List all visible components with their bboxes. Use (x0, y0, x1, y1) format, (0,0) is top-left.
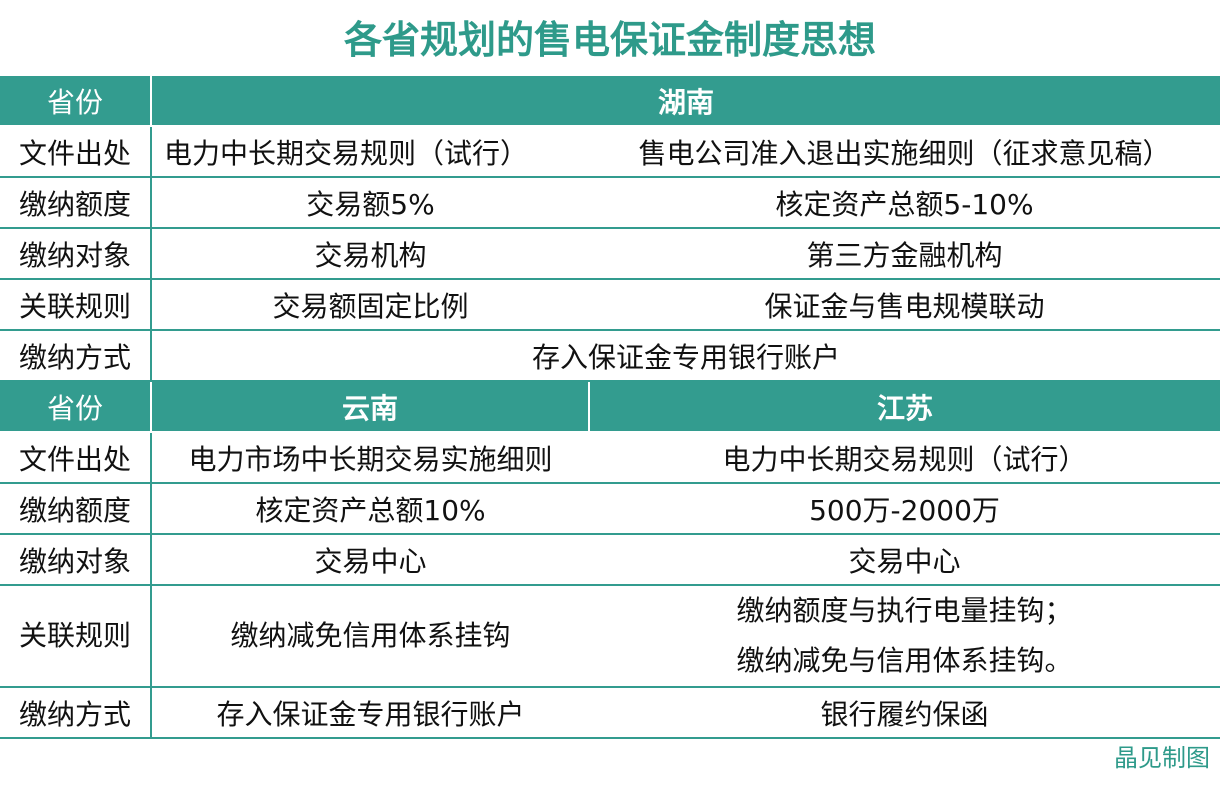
source-credit: 晶见制图 (1114, 744, 1210, 772)
cell: 核定资产总额10% (151, 483, 589, 535)
row-label: 缴纳方式 (0, 687, 152, 739)
table-row: 文件出处 电力中长期交易规则（试行） 售电公司准入退出实施细则（征求意见稿） (0, 126, 1220, 178)
province-hunan: 湖南 (151, 76, 1220, 127)
header-label: 省份 (0, 76, 152, 127)
cell: 交易中心 (151, 534, 589, 586)
table-row: 缴纳额度 交易额5% 核定资产总额5-10% (0, 177, 1220, 229)
cell-line: 缴纳额度与执行电量挂钩； (736, 594, 1073, 627)
row-label: 缴纳对象 (0, 228, 152, 280)
cell: 500万-2000万 (589, 483, 1220, 535)
page-title: 各省规划的售电保证金制度思想 (343, 18, 876, 62)
cell: 银行履约保函 (589, 687, 1220, 739)
table-row: 文件出处 电力市场中长期交易实施细则 电力中长期交易规则（试行） (0, 432, 1220, 484)
row-label: 缴纳方式 (0, 330, 152, 382)
table-row: 关联规则 交易额固定比例 保证金与售电规模联动 (0, 279, 1220, 331)
cell: 交易额5% (151, 177, 589, 229)
cell: 电力中长期交易规则（试行） (151, 126, 589, 178)
table-row: 关联规则 缴纳减免信用体系挂钩 缴纳额度与执行电量挂钩； 缴纳减免与信用体系挂钩… (0, 585, 1220, 688)
row-label: 缴纳对象 (0, 534, 152, 586)
header-row-hunan: 省份 湖南 (0, 76, 1220, 127)
row-label: 文件出处 (0, 432, 152, 484)
row-label: 文件出处 (0, 126, 152, 178)
cell: 售电公司准入退出实施细则（征求意见稿） (589, 126, 1220, 178)
row-label: 缴纳额度 (0, 483, 152, 535)
cell-line: 缴纳减免与信用体系挂钩。 (736, 644, 1073, 677)
cell: 存入保证金专用银行账户 (151, 687, 589, 739)
table-row: 缴纳方式 存入保证金专用银行账户 (0, 330, 1220, 382)
table-row: 缴纳额度 核定资产总额10% 500万-2000万 (0, 483, 1220, 535)
cell: 电力市场中长期交易实施细则 (151, 432, 589, 484)
table-row: 缴纳方式 存入保证金专用银行账户 银行履约保函 (0, 687, 1220, 739)
row-label: 关联规则 (0, 585, 152, 688)
header-row-yunnan-jiangsu: 省份 云南 江苏 (0, 381, 1220, 433)
cell: 电力中长期交易规则（试行） (589, 432, 1220, 484)
cell: 交易机构 (151, 228, 589, 280)
cell: 交易额固定比例 (151, 279, 589, 331)
province-yunnan: 云南 (151, 381, 590, 433)
row-label: 关联规则 (0, 279, 152, 331)
cell-merged: 存入保证金专用银行账户 (151, 330, 1220, 382)
cell: 核定资产总额5-10% (589, 177, 1220, 229)
cell: 缴纳减免信用体系挂钩 (151, 585, 589, 688)
header-label: 省份 (0, 381, 152, 433)
cell: 缴纳额度与执行电量挂钩； 缴纳减免与信用体系挂钩。 (589, 585, 1220, 688)
row-label: 缴纳额度 (0, 177, 152, 229)
deposit-table: 省份 湖南 文件出处 电力中长期交易规则（试行） 售电公司准入退出实施细则（征求… (0, 76, 1220, 739)
table-row: 缴纳对象 交易中心 交易中心 (0, 534, 1220, 586)
cell: 交易中心 (589, 534, 1220, 586)
province-jiangsu: 江苏 (589, 381, 1220, 433)
cell: 保证金与售电规模联动 (589, 279, 1220, 331)
cell: 第三方金融机构 (589, 228, 1220, 280)
table-row: 缴纳对象 交易机构 第三方金融机构 (0, 228, 1220, 280)
